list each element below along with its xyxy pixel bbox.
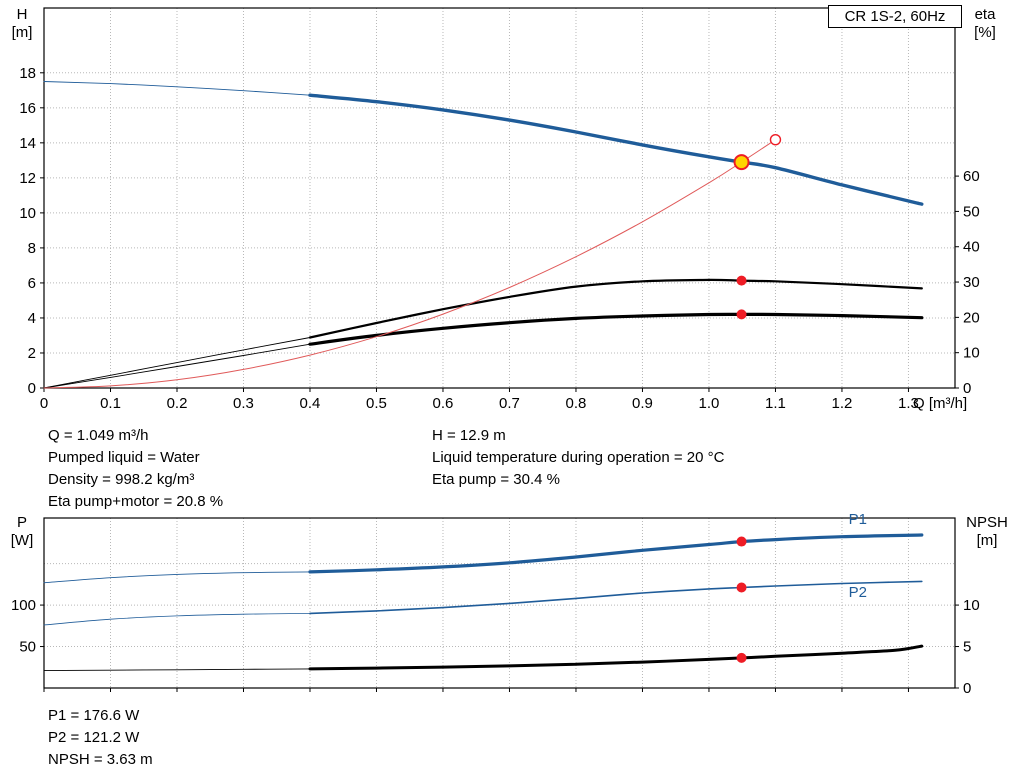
y-tick-label-left: 12	[19, 170, 36, 187]
system-curve	[43, 139, 776, 389]
p-axis-label-symbol: P	[16, 514, 27, 531]
eta-pump-curve	[43, 337, 311, 389]
y-tick-label-left: 4	[28, 310, 36, 327]
p2-curve	[309, 580, 923, 615]
x-tick-label: 0.6	[433, 395, 454, 412]
npsh-curve	[308, 644, 924, 671]
y-tick-label-right: 5	[963, 639, 971, 656]
series-label-p1: P1	[849, 511, 867, 528]
duty-point-actual	[733, 154, 750, 171]
y-tick-label-right: 40	[963, 239, 980, 256]
eta-pump-motor-curve	[43, 343, 311, 389]
eta-pump-line: Eta pump = 30.4 %	[432, 471, 560, 488]
eta-axis-label-unit: [%]	[974, 24, 996, 41]
y-tick-label-left: 16	[19, 100, 36, 117]
eta-axis-label: eta [%]	[962, 6, 1008, 42]
x-tick-label: 0	[40, 395, 48, 412]
x-tick-label: 0.4	[300, 395, 321, 412]
eta-pump-motor-curve	[308, 312, 924, 346]
p2-curve	[43, 613, 311, 626]
y-tick-label-right: 10	[963, 345, 980, 362]
p1-value-line: P1 = 176.6 W	[48, 707, 140, 724]
y-tick-label-left: 10	[19, 205, 36, 222]
duty-point-requested	[769, 133, 782, 146]
head-curve	[308, 93, 924, 206]
operating-point-summary-left: Q = 1.049 m³/h Pumped liquid = Water Den…	[48, 425, 223, 513]
npsh-curve	[43, 668, 311, 672]
head-curve	[43, 81, 311, 96]
x-tick-label: 1.1	[765, 395, 786, 412]
h-axis-label-symbol: H	[16, 6, 28, 23]
p1-point	[736, 536, 747, 547]
chart-frame	[43, 517, 956, 689]
x-tick-label: 0.1	[100, 395, 121, 412]
x-tick-label: 0.7	[499, 395, 520, 412]
h-axis-label: H [m]	[2, 6, 42, 42]
eta-pump-curve	[308, 278, 923, 339]
x-tick-label: 1.3	[898, 395, 919, 412]
y-tick-label-right: 30	[963, 274, 980, 291]
y-tick-label-left: 50	[19, 639, 36, 656]
p-axis-label-unit: [W]	[10, 532, 34, 549]
y-tick-label-left: 100	[11, 597, 36, 614]
y-tick-label-left: 6	[28, 275, 36, 292]
x-axis-unit-label: Q [m³/h]	[913, 395, 967, 412]
operating-point-summary-right: H = 12.9 m Liquid temperature during ope…	[432, 425, 724, 491]
npsh-value-line: NPSH = 3.63 m	[48, 751, 153, 768]
p1-curve	[43, 571, 311, 584]
p-axis-label: P [W]	[2, 514, 42, 550]
npsh-point	[736, 652, 747, 663]
power-npsh-summary: P1 = 176.6 W P2 = 121.2 W NPSH = 3.63 m	[48, 705, 153, 771]
q-value-line: Q = 1.049 m³/h	[48, 427, 149, 444]
p2-point	[736, 582, 747, 593]
y-tick-label-right: 10	[963, 597, 980, 614]
p2-value-line: P2 = 121.2 W	[48, 729, 140, 746]
y-tick-label-left: 8	[28, 240, 36, 257]
h-value-line: H = 12.9 m	[432, 427, 506, 444]
eta-pump-point	[736, 275, 747, 286]
h-axis-label-unit: [m]	[11, 24, 33, 41]
density-line: Density = 998.2 kg/m³	[48, 471, 195, 488]
x-tick-label: 1.0	[699, 395, 720, 412]
npsh-axis-label: NPSH [m]	[956, 514, 1018, 550]
y-tick-label-right: 60	[963, 168, 980, 185]
npsh-axis-label-symbol: NPSH	[966, 514, 1008, 531]
eta-axis-label-symbol: eta	[974, 6, 996, 23]
x-tick-label: 0.3	[233, 395, 254, 412]
series-label-p2: P2	[849, 584, 867, 601]
x-tick-label: 1.2	[832, 395, 853, 412]
y-tick-label-right: 20	[963, 309, 980, 326]
p1-curve	[308, 533, 924, 574]
x-tick-label: 0.8	[566, 395, 587, 412]
y-tick-label-left: 14	[19, 135, 36, 152]
npsh-axis-label-unit: [m]	[976, 532, 998, 549]
x-tick-label: 0.2	[167, 395, 188, 412]
y-tick-label-right: 0	[963, 380, 971, 397]
x-tick-label: 0.5	[366, 395, 387, 412]
x-tick-label: 0.9	[632, 395, 653, 412]
liquid-temperature-line: Liquid temperature during operation = 20…	[432, 449, 725, 466]
chart-frame	[43, 7, 956, 389]
y-tick-label-left: 2	[28, 345, 36, 362]
pumped-liquid-line: Pumped liquid = Water	[48, 449, 200, 466]
y-tick-label-right: 0	[963, 680, 971, 697]
eta-pump-motor-point	[736, 309, 747, 320]
y-tick-label-right: 50	[963, 203, 980, 220]
y-tick-label-left: 0	[28, 380, 36, 397]
pump-model-badge: CR 1S-2, 60Hz	[828, 5, 962, 28]
eta-pump-motor-line: Eta pump+motor = 20.8 %	[48, 493, 224, 510]
y-tick-label-left: 18	[19, 65, 36, 82]
